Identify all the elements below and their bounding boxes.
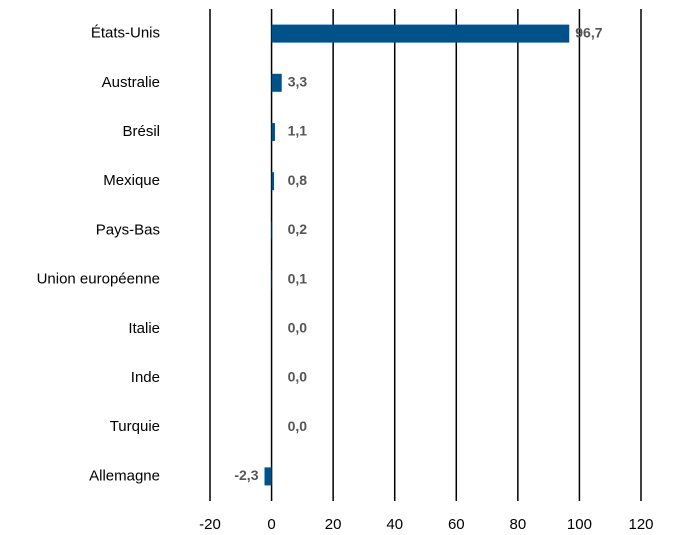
value-label: 0,1 <box>288 270 308 286</box>
category-label: Turquie <box>110 418 160 435</box>
bar <box>264 467 272 486</box>
value-label: 96,7 <box>575 24 602 40</box>
bar <box>271 73 282 92</box>
category-label: Brésil <box>122 123 160 140</box>
value-label: 3,3 <box>288 74 308 90</box>
x-tick-label: 120 <box>628 516 653 533</box>
x-tick-label: 80 <box>510 516 527 533</box>
category-label: États-Unis <box>91 25 160 42</box>
value-label: 0,8 <box>288 172 308 188</box>
category-label: Australie <box>102 74 160 91</box>
category-label: Inde <box>131 369 160 386</box>
bar <box>271 172 275 191</box>
x-tick-label: -20 <box>199 516 221 533</box>
value-label: 1,1 <box>288 123 308 139</box>
category-label: Allemagne <box>89 467 160 484</box>
value-label: 0,0 <box>288 320 308 336</box>
category-label: Mexique <box>103 172 160 189</box>
bar <box>271 24 570 43</box>
x-tick-label: 20 <box>325 516 342 533</box>
category-label: Pays-Bas <box>96 221 160 238</box>
value-label: 0,0 <box>288 418 308 434</box>
x-tick-label: 40 <box>386 516 403 533</box>
bar <box>271 123 275 141</box>
x-tick-label: 60 <box>448 516 465 533</box>
category-label: Union européenne <box>37 271 160 288</box>
bar <box>271 221 273 240</box>
value-label: 0,2 <box>288 221 308 237</box>
value-label: 0,0 <box>288 369 308 385</box>
x-tick-label: 100 <box>567 516 592 533</box>
value-label: -2,3 <box>234 467 258 483</box>
x-tick-label: 0 <box>267 516 275 533</box>
category-label: Italie <box>128 320 160 337</box>
